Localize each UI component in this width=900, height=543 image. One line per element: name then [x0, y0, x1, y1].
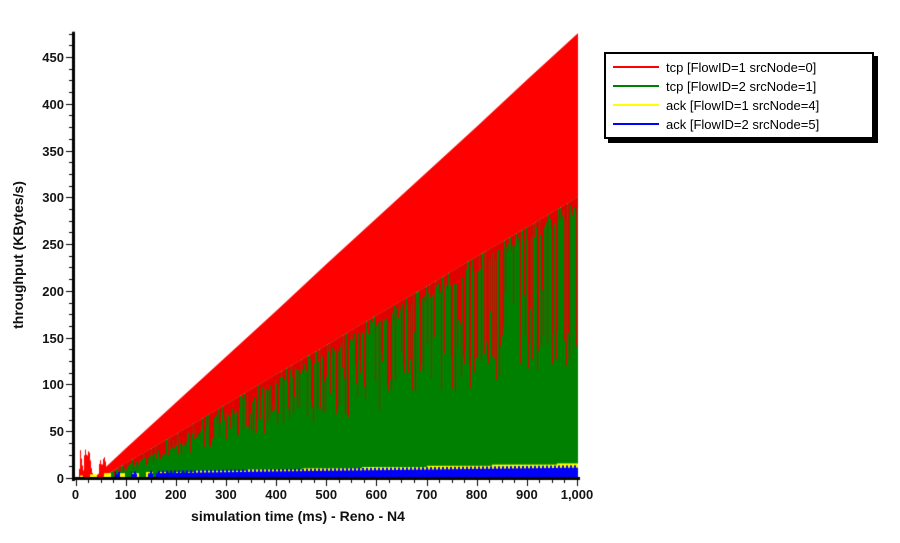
legend-label: ack [FlowID=2 srcNode=5] [666, 116, 820, 132]
y-tick-label: 450 [42, 49, 64, 65]
y-tick-label: 0 [56, 471, 64, 486]
legend-item-tcp-flow1: tcp [FlowID=1 srcNode=0] [613, 59, 865, 75]
x-tick-label: 700 [415, 487, 438, 502]
legend-item-tcp-flow2: tcp [FlowID=2 srcNode=1] [613, 78, 865, 94]
y-tick-label: 50 [49, 424, 64, 440]
x-tick-label: 400 [265, 487, 287, 502]
x-tick-label: 200 [164, 487, 187, 502]
y-tick-label: 300 [42, 190, 64, 206]
legend-label: tcp [FlowID=2 srcNode=1] [666, 78, 817, 94]
y-tick-label: 100 [42, 377, 64, 393]
legend-line-blue-icon [613, 123, 659, 125]
x-tick-label: 900 [515, 487, 538, 502]
y-tick-label: 250 [42, 237, 64, 253]
x-tick-label: 100 [114, 487, 137, 502]
y-tick-label: 200 [42, 283, 64, 299]
x-tick-label: 300 [215, 487, 237, 502]
x-tick-label: 500 [315, 487, 338, 502]
y-tick-label: 150 [42, 330, 64, 346]
legend-item-ack-flow2: ack [FlowID=2 srcNode=5] [613, 116, 865, 132]
y-tick-label: 350 [42, 143, 64, 159]
y-tick-label: 400 [42, 96, 64, 112]
x-tick-label: 1,000 [560, 487, 594, 502]
x-tick-label: 800 [465, 487, 488, 502]
legend-item-ack-flow1: ack [FlowID=1 srcNode=4] [613, 97, 865, 113]
legend-line-green-icon [613, 85, 659, 87]
x-tick-label: 0 [71, 487, 80, 502]
legend-line-red-icon [613, 66, 659, 68]
x-axis-title: simulation time (ms) - Reno - N4 [191, 508, 405, 524]
x-tick-label: 600 [365, 487, 388, 502]
legend: tcp [FlowID=1 srcNode=0] tcp [FlowID=2 s… [604, 52, 874, 139]
legend-label: ack [FlowID=1 srcNode=4] [666, 97, 820, 113]
legend-label: tcp [FlowID=1 srcNode=0] [666, 59, 817, 75]
legend-line-yellow-icon [613, 104, 659, 106]
